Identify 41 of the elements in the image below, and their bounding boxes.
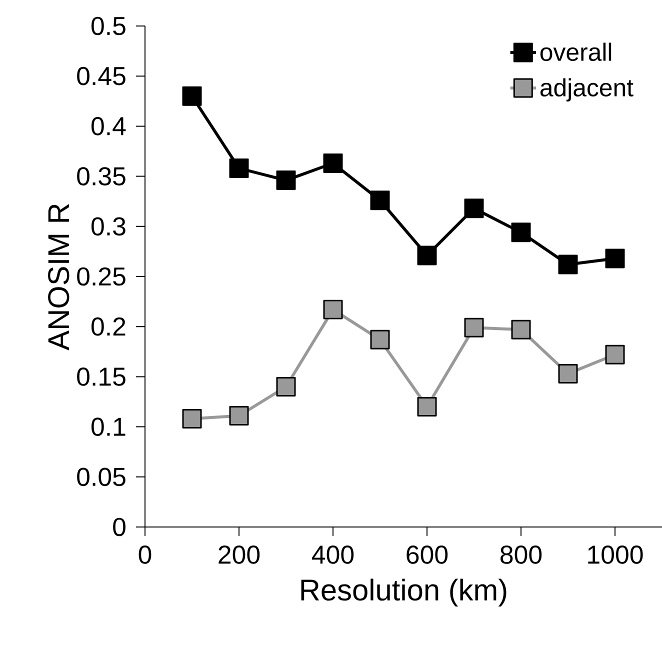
point bbox=[464, 318, 484, 338]
y-tick-label: 0.1 bbox=[91, 418, 126, 436]
y-tick-label: 0.25 bbox=[77, 267, 126, 286]
point bbox=[182, 86, 202, 106]
point bbox=[605, 344, 625, 364]
y-tick-label: 0.2 bbox=[91, 317, 126, 336]
y-tick-label: 0.3 bbox=[91, 217, 126, 236]
x-tick-label: 800 bbox=[500, 546, 542, 564]
y-tick-label: 0.45 bbox=[77, 66, 126, 86]
y-tick-label: 0.05 bbox=[77, 468, 126, 486]
point bbox=[558, 364, 578, 384]
legend-label: overall bbox=[540, 42, 612, 61]
point bbox=[182, 409, 202, 429]
point bbox=[276, 376, 296, 396]
x-tick-label: 600 bbox=[406, 546, 448, 564]
point bbox=[417, 397, 437, 417]
point bbox=[417, 246, 437, 266]
y-axis-title: ANOSIM R bbox=[48, 204, 70, 350]
y-tick-label: 0 bbox=[113, 518, 126, 536]
x-tick-label: 0 bbox=[138, 546, 152, 564]
y-tick-label: 0.5 bbox=[91, 16, 126, 36]
point bbox=[511, 222, 531, 242]
point bbox=[323, 154, 343, 174]
point bbox=[464, 198, 484, 218]
point bbox=[276, 170, 296, 190]
point bbox=[558, 254, 578, 274]
y-tick-label: 0.4 bbox=[91, 117, 126, 136]
x-tick-label: 200 bbox=[218, 546, 260, 564]
point bbox=[511, 320, 531, 340]
point bbox=[605, 248, 625, 268]
point bbox=[370, 190, 390, 210]
point bbox=[323, 300, 343, 320]
x-axis-title: Resolution (km) bbox=[301, 578, 506, 607]
x-tick-label: 1000 bbox=[588, 546, 643, 564]
point bbox=[229, 158, 249, 178]
y-tick-label: 0.15 bbox=[77, 368, 126, 386]
y-tick-label: 0.35 bbox=[77, 167, 126, 186]
point bbox=[229, 406, 249, 426]
point bbox=[370, 330, 390, 350]
legend-label: adjacent bbox=[540, 78, 634, 102]
x-tick-label: 400 bbox=[312, 546, 354, 564]
